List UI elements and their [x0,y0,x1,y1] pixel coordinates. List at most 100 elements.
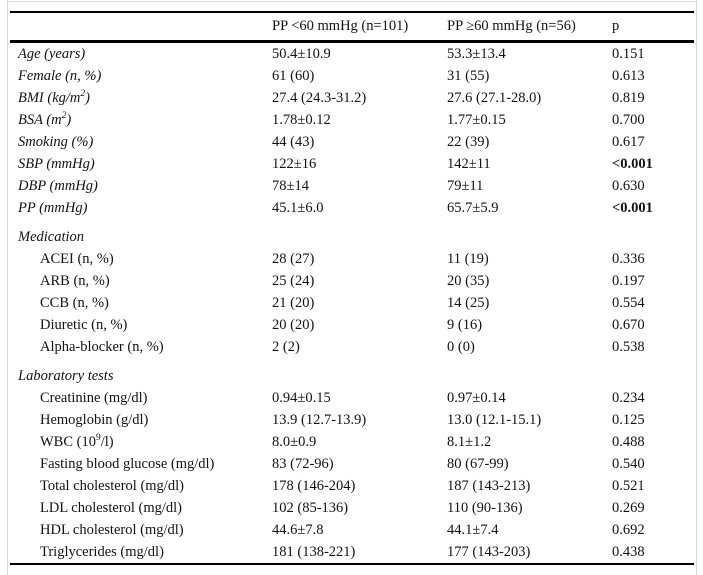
table-row: BMI (kg/m2) 27.4 (24.3-31.2) 27.6 (27.1-28… [10,87,694,109]
table-row: BSA (m2) 1.78±0.12 1.77±0.15 0.700 [10,109,694,131]
group2-value-cell: 79±11 [447,178,484,194]
p-value-cell: 0.617 [612,134,645,150]
p-value-cell: 0.336 [612,251,645,267]
header-row: PP <60 mmHg (n=101) PP ≥60 mmHg (n=56) p [10,12,694,43]
table-row: Diuretic (n, %) 20 (20) 9 (16) 0.670 [10,314,694,336]
group2-value-cell: 44.1±7.4 [447,522,499,538]
table-row: SBP (mmHg) 122±16 142±11 <0.001 [10,153,694,175]
group2-value-cell: 9 (16) [447,317,483,333]
row-label: SBP (mmHg) [18,156,95,172]
group2-value-cell: 110 (90-136) [447,500,523,516]
p-value-cell: 0.700 [612,112,645,128]
row-label: Female (n, %) [18,68,102,84]
p-value-cell: 0.692 [612,522,645,538]
row-label: Smoking (%) [18,134,94,150]
group1-value-cell: 83 (72-96) [272,456,334,472]
row-label: Diuretic (n, %) [40,317,128,333]
row-label: ACEI (n, %) [40,251,114,267]
group2-value-cell [447,358,612,387]
group1-value-cell: 78±14 [272,178,309,194]
table-row: ARB (n, %) 25 (24) 20 (35) 0.197 [10,270,694,292]
group1-value-cell: 122±16 [272,156,317,172]
row-label: BMI (kg/m2) [18,89,90,106]
section-row: Laboratory tests [10,358,694,387]
p-value-cell: 0.438 [612,544,645,560]
row-label: Alpha-blocker (n, %) [40,339,164,355]
group2-value-cell: 53.3±13.4 [447,46,506,62]
table-row: CCB (n, %) 21 (20) 14 (25) 0.554 [10,292,694,314]
row-label: Fasting blood glucose (mg/dl) [40,456,215,472]
group2-value-cell: 22 (39) [447,134,490,150]
group2-value-cell: 0 (0) [447,339,475,355]
group2-value-cell: 31 (55) [447,68,490,84]
page-frame-top-line [7,1,697,2]
table-row: WBC (109/l) 8.0±0.9 8.1±1.2 0.488 [10,431,694,453]
row-label: WBC (109/l) [40,433,114,450]
group1-value-cell: 44.6±7.8 [272,522,324,538]
table-row: Total cholesterol (mg/dl) 178 (146-204) 18… [10,475,694,497]
group1-value-cell: 44 (43) [272,134,315,150]
p-value-cell: 0.151 [612,46,645,62]
table-body: Age (years) 50.4±10.9 53.3±13.4 0.151 Female… [10,42,694,565]
group1-value-cell: 102 (85-136) [272,500,349,516]
group2-value-cell: 8.1±1.2 [447,434,492,450]
group2-value-cell: 177 (143-203) [447,544,531,560]
superscript: 9 [95,433,101,444]
group1-value-cell: 20 (20) [272,317,315,333]
table-row: DBP (mmHg) 78±14 79±11 0.630 [10,175,694,197]
superscript: 2 [61,111,67,122]
group2-value-cell: 65.7±5.9 [447,200,499,216]
p-value-cell: 0.521 [612,478,645,494]
group2-value-cell: 0.97±0.14 [447,390,506,406]
table-row: ACEI (n, %) 28 (27) 11 (19) 0.336 [10,248,694,270]
table-row: Creatinine (mg/dl) 0.94±0.15 0.97±0.14 0.23… [10,387,694,409]
p-value-cell [612,358,694,387]
p-value-cell: 0.613 [612,68,645,84]
p-value-cell: 0.269 [612,500,645,516]
row-label: Age (years) [18,46,86,62]
p-value-cell: <0.001 [612,156,653,172]
superscript: 2 [80,89,86,100]
group1-value-cell: 1.78±0.12 [272,112,331,128]
row-label: Laboratory tests [18,368,114,384]
group1-value-cell: 45.1±6.0 [272,200,324,216]
row-label: Triglycerides (mg/dl) [40,544,164,560]
group2-value-cell: 13.0 (12.1-15.1) [447,412,542,428]
group1-value-cell: 21 (20) [272,295,315,311]
row-label: DBP (mmHg) [18,178,98,194]
group1-value-cell [272,358,447,387]
table-row: Alpha-blocker (n, %) 2 (2) 0 (0) 0.538 [10,336,694,358]
group1-value-cell: 50.4±10.9 [272,46,331,62]
table-row: Smoking (%) 44 (43) 22 (39) 0.617 [10,131,694,153]
page-frame-left-line [7,0,8,575]
comparison-table: PP <60 mmHg (n=101) PP ≥60 mmHg (n=56) p… [10,11,694,565]
table-row: LDL cholesterol (mg/dl) 102 (85-136) 110 (… [10,497,694,519]
row-label: Hemoglobin (g/dl) [40,412,149,428]
group1-value-cell: 0.94±0.15 [272,390,331,406]
p-value-cell: 0.540 [612,456,645,472]
table-row: Fasting blood glucose (mg/dl) 83 (72-96) 8… [10,453,694,475]
row-label: HDL cholesterol (mg/dl) [40,522,184,538]
group1-value-cell: 61 (60) [272,68,315,84]
group1-value-cell: 181 (138-221) [272,544,356,560]
table-row: HDL cholesterol (mg/dl) 44.6±7.8 44.1±7.4 0… [10,519,694,541]
group2-value-cell: 187 (143-213) [447,478,531,494]
table-row: Female (n, %) 61 (60) 31 (55) 0.613 [10,65,694,87]
row-label: CCB (n, %) [40,295,109,311]
column-header-variable [10,12,272,43]
column-header-group1: PP <60 mmHg (n=101) [272,12,447,43]
group1-value-cell: 2 (2) [272,339,300,355]
p-value-cell: 0.670 [612,317,645,333]
group1-value-cell: 28 (27) [272,251,315,267]
group1-value-cell: 8.0±0.9 [272,434,317,450]
row-label: BSA (m2) [18,111,72,128]
group2-value-cell: 14 (25) [447,295,490,311]
group1-value-cell [272,219,447,248]
row-label: ARB (n, %) [40,273,110,289]
p-value-cell: 0.234 [612,390,645,406]
group2-value-cell: 142±11 [447,156,491,172]
group1-value-cell: 27.4 (24.3-31.2) [272,90,367,106]
column-header-p: p [612,12,694,43]
p-value-cell: 0.554 [612,295,645,311]
table-row: Age (years) 50.4±10.9 53.3±13.4 0.151 [10,42,694,66]
